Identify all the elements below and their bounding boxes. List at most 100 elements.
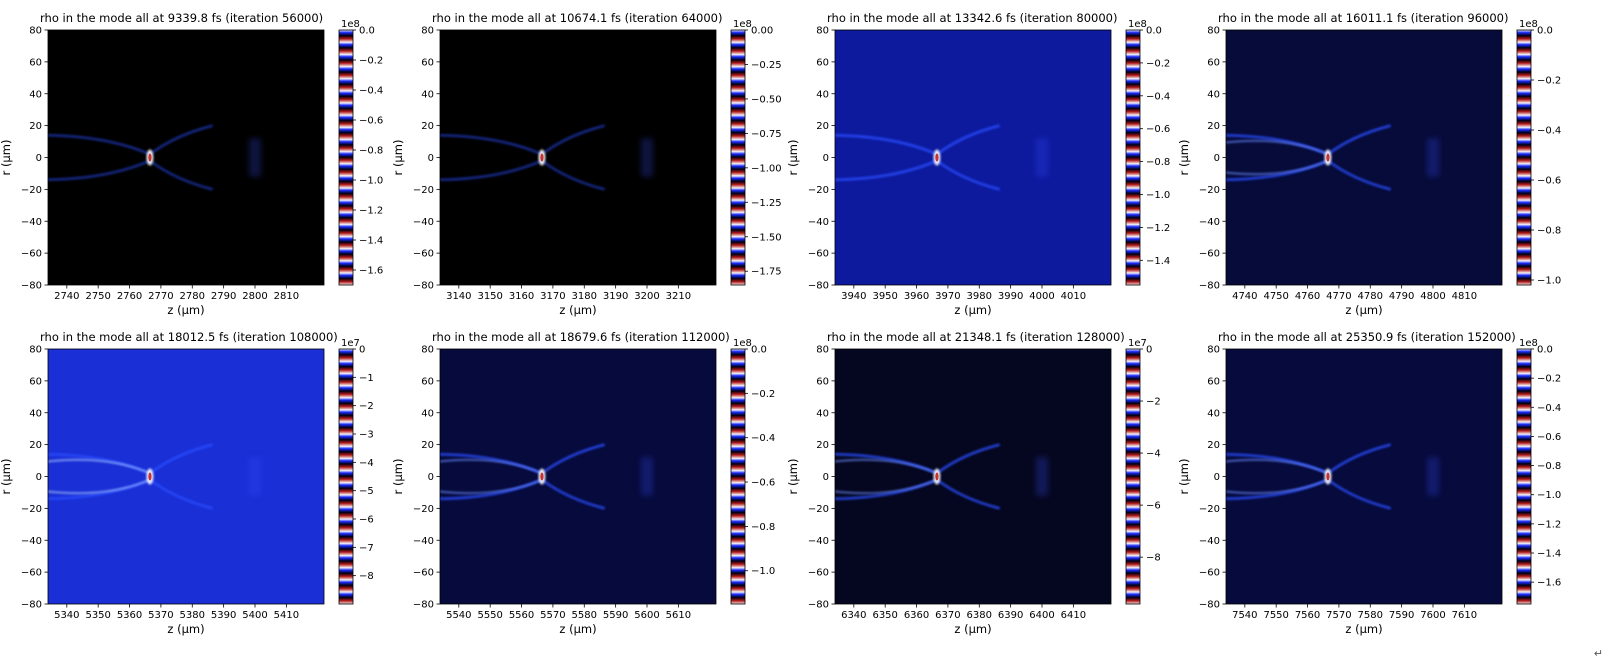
x-tick-label: 2800 <box>242 291 267 302</box>
colorbar-stripe <box>1517 494 1531 508</box>
y-tick-label: 60 <box>29 57 42 68</box>
colorbar-tick-label: −1.25 <box>751 198 782 209</box>
colorbar-stripe <box>731 224 745 237</box>
x-tick-label: 3990 <box>998 291 1023 302</box>
chart-panel: rho in the mode all at 13342.6 fs (itera… <box>786 8 1170 318</box>
colorbar-tick-label: −1.0 <box>751 566 775 577</box>
x-tick-label: 5370 <box>148 610 173 621</box>
colorbar-stripe <box>1517 54 1531 67</box>
x-tick-label: 7570 <box>1326 610 1351 621</box>
x-tick-label: 7590 <box>1389 610 1414 621</box>
colorbar-stripe <box>731 470 745 483</box>
y-tick-label: 0 <box>428 153 434 164</box>
colorbar-tick-label: −0.6 <box>1537 176 1561 187</box>
wake-line <box>440 134 543 156</box>
central-core <box>1326 472 1330 481</box>
secondary-bunch <box>1427 138 1439 177</box>
colorbar-tick-label: −8 <box>1146 553 1161 564</box>
colorbar-stripe <box>1517 470 1531 483</box>
wake-line <box>1226 140 1329 156</box>
colorbar-stripe <box>1126 54 1140 67</box>
x-tick-label: 4800 <box>1420 291 1445 302</box>
colorbar-stripe <box>731 248 745 262</box>
x-axis-label: z (μm) <box>559 303 596 317</box>
colorbar-stripe <box>731 519 745 532</box>
central-core <box>540 472 544 481</box>
colorbar-stripe <box>1517 446 1531 459</box>
colorbar-stripe <box>731 102 745 116</box>
colorbar-stripe <box>1126 373 1140 386</box>
y-tick-label: −80 <box>808 600 829 611</box>
y-tick-label: 60 <box>816 57 829 68</box>
colorbar-stripe <box>1126 470 1140 483</box>
chart-panel: rho in the mode all at 16011.1 fs (itera… <box>1177 8 1561 318</box>
y-tick-label: −20 <box>21 504 42 515</box>
colorbar-stripe <box>1517 272 1531 286</box>
colorbar-stripe <box>339 506 353 520</box>
y-tick-label: 40 <box>421 89 434 100</box>
y-tick-label: −40 <box>1199 536 1220 547</box>
colorbar-stripe <box>1126 446 1140 459</box>
colorbar-tick-label: −1.4 <box>1146 256 1170 267</box>
y-tick-label: 40 <box>29 408 42 419</box>
colorbar-stripe <box>1517 409 1531 423</box>
y-tick-label: 80 <box>1207 345 1220 356</box>
colorbar-stripe <box>1517 421 1531 435</box>
wake-line <box>149 124 213 156</box>
secondary-bunch <box>249 457 261 496</box>
colorbar-exponent: 1e8 <box>733 19 752 30</box>
heatmap-chart: rho in the mode all at 9339.8 fs (iterat… <box>0 11 383 317</box>
y-tick-label: 80 <box>29 26 42 37</box>
colorbar: 0.0 −0.2 −0.4 −0.6 −0.8 −1.0 −1.2 −1.4 −1.6 1e8 <box>338 19 383 286</box>
colorbar-stripe <box>1126 349 1140 362</box>
colorbar-stripe <box>339 519 353 532</box>
x-axis-label: z (μm) <box>559 622 596 636</box>
x-axis-label: z (μm) <box>167 303 204 317</box>
colorbar-stripe <box>339 151 353 164</box>
x-tick-label: 3200 <box>634 291 659 302</box>
colorbar-frame <box>730 29 746 286</box>
colorbar-tick-label: −4 <box>1146 449 1161 460</box>
y-tick-label: 40 <box>29 89 42 100</box>
colorbar-stripe <box>1126 102 1140 116</box>
field-structure <box>835 443 1048 510</box>
y-tick-label: −80 <box>1199 600 1220 611</box>
y-tick-label: −80 <box>21 281 42 292</box>
central-core <box>935 153 939 162</box>
plot-area <box>440 30 716 285</box>
x-tick-label: 5340 <box>54 610 79 621</box>
x-tick-label: 4770 <box>1326 291 1351 302</box>
y-axis-label: r (μm) <box>0 140 13 176</box>
y-tick-label: 80 <box>816 26 829 37</box>
colorbar-stripe <box>339 349 353 362</box>
colorbar-stripe <box>339 139 353 152</box>
colorbar: 0 −1 −2 −3 −4 −5 −6 −7 −8 1e7 <box>338 338 374 605</box>
wake-line <box>936 478 1000 510</box>
colorbar-stripe <box>1126 458 1140 471</box>
y-tick-label: 80 <box>816 345 829 356</box>
wake-line <box>440 459 543 475</box>
y-tick-label: 60 <box>29 376 42 387</box>
heatmap-chart: rho in the mode all at 18679.6 fs (itera… <box>391 330 775 636</box>
colorbar-stripe <box>1517 200 1531 213</box>
colorbar-stripe <box>339 42 353 55</box>
y-tick-label: 60 <box>421 376 434 387</box>
colorbar: 0.0 −0.2 −0.4 −0.6 −0.8 −1.0 −1.2 −1.4 1e8 <box>1125 19 1170 286</box>
colorbar-stripe <box>1517 127 1531 140</box>
colorbar-stripe <box>731 30 745 43</box>
wake-line <box>835 134 938 156</box>
x-tick-label: 5390 <box>211 610 236 621</box>
x-tick-label: 3940 <box>841 291 866 302</box>
colorbar-stripe <box>731 66 745 79</box>
colorbar-tick-label: 0.0 <box>1537 26 1553 37</box>
y-tick-label: 0 <box>36 153 42 164</box>
colorbar: 0.0 −0.2 −0.4 −0.6 −0.8 −1.0 1e8 <box>1516 19 1561 287</box>
colorbar-stripe <box>731 212 745 225</box>
colorbar-tick-label: 0.00 <box>751 26 773 37</box>
wake-line <box>149 478 213 510</box>
wake-line <box>541 478 605 510</box>
wake-line <box>541 124 605 156</box>
chart-panel: rho in the mode all at 9339.8 fs (iterat… <box>0 8 383 318</box>
colorbar-tick-label: −0.4 <box>1146 91 1170 102</box>
